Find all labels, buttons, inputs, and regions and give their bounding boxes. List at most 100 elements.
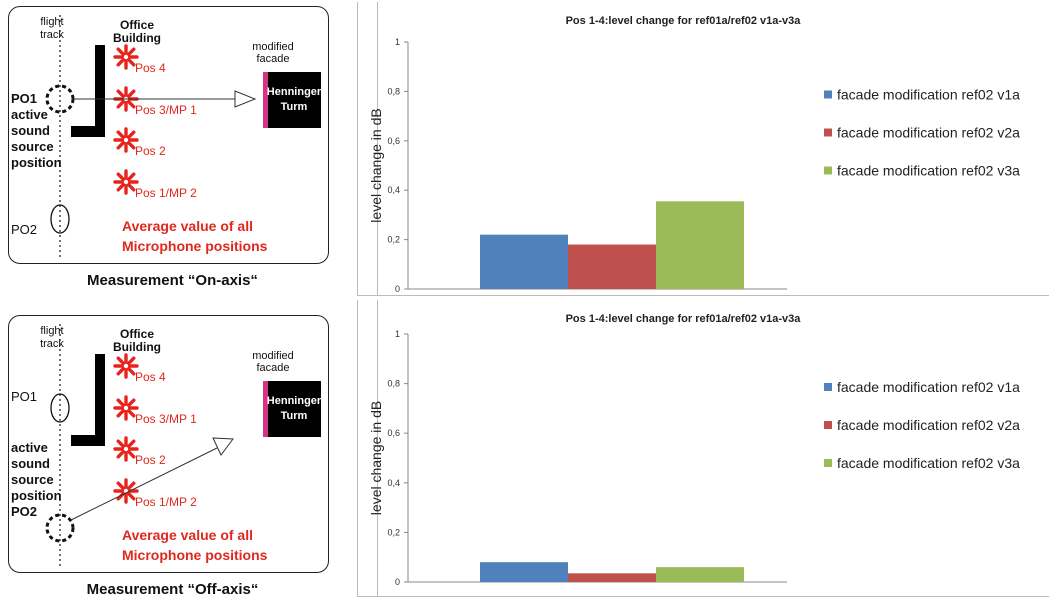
- average-value-label: Average value of all: [122, 527, 253, 543]
- modified-facade-label: facade: [256, 53, 289, 65]
- chart-off-axis: Pos 1-4:level change for ref01a/ref02 v1…: [357, 300, 1049, 597]
- microphone-icon: [113, 395, 139, 421]
- legend-label-1: facade modification ref02 v1a: [837, 379, 1020, 395]
- legend-swatch-1: [824, 383, 832, 391]
- microphone-icon: [113, 436, 139, 462]
- y-tick-label: 0,8: [387, 86, 400, 96]
- y-tick-label: 0,4: [387, 478, 400, 488]
- microphone-position-label: Pos 1/MP 2: [135, 186, 197, 200]
- microphone-position-label: Pos 4: [135, 61, 166, 75]
- source-position-label: PO2: [11, 504, 37, 519]
- source-position-label: position: [11, 155, 62, 170]
- source-position-label: PO1: [11, 91, 37, 106]
- office-building-label: Building: [113, 31, 161, 45]
- legend-swatch-2: [824, 421, 832, 429]
- bar-2: [568, 244, 656, 289]
- sound-source-po1: [50, 393, 70, 423]
- on-axis-caption: Measurement “On-axis“: [87, 272, 258, 289]
- microphone-icon: [113, 169, 139, 195]
- bar-1: [480, 234, 568, 289]
- source-position-label: sound: [11, 456, 50, 471]
- modified-facade-label: modified: [252, 350, 294, 362]
- average-value-label: Microphone positions: [122, 547, 268, 563]
- office-building-base: [71, 126, 105, 137]
- modified-facade-strip: [263, 72, 268, 128]
- chart-title: Pos 1-4:level change for ref01a/ref02 v1…: [566, 15, 802, 27]
- average-value-label: Microphone positions: [122, 238, 268, 254]
- henninger-turm-label: Henninger: [267, 395, 322, 407]
- po2-label: PO2: [11, 222, 37, 237]
- on-axis-diagram: flight track Office Building Pos 4 Pos 3/MP 1…: [8, 6, 329, 264]
- y-tick-label: 0,2: [387, 235, 400, 245]
- y-tick-label: 0,2: [387, 527, 400, 537]
- microphone-icon: [113, 478, 139, 504]
- legend-swatch-3: [824, 166, 832, 175]
- microphone-position-label: Pos 3/MP 1: [135, 412, 197, 426]
- chart-off-axis-svg: Pos 1-4:level change for ref01a/ref02 v1…: [357, 300, 1049, 597]
- y-tick-label: 0: [395, 284, 400, 294]
- henninger-turm-building: [268, 72, 321, 128]
- legend-swatch-1: [824, 90, 832, 99]
- office-building-label: Office: [120, 18, 154, 32]
- off-axis-caption: Measurement “Off-axis“: [86, 581, 259, 598]
- bar-2: [568, 573, 656, 582]
- bar-3: [656, 567, 744, 582]
- modified-facade-label: modified: [252, 41, 294, 53]
- source-position-label: active: [11, 107, 48, 122]
- source-position-label: source: [11, 472, 54, 487]
- office-building-wall: [95, 354, 105, 446]
- henninger-turm-label: Turm: [281, 101, 308, 113]
- legend-swatch-2: [824, 128, 832, 137]
- y-tick-label: 0: [395, 577, 400, 587]
- microphone-icon: [113, 127, 139, 153]
- flight-track-label: track: [40, 29, 64, 41]
- y-axis-label: level change in dB: [368, 401, 384, 515]
- source-position-label: source: [11, 139, 54, 154]
- office-building-wall: [95, 45, 105, 137]
- y-tick-label: 1: [395, 329, 400, 339]
- office-building-label: Office: [120, 327, 154, 341]
- chart-title: Pos 1-4:level change for ref01a/ref02 v1…: [566, 313, 802, 325]
- microphone-position-label: Pos 2: [135, 144, 166, 158]
- legend-label-2: facade modification ref02 v2a: [837, 417, 1020, 433]
- microphone-icon: [113, 44, 139, 70]
- chart-on-axis: Pos 1-4:level change for ref01a/ref02 v1…: [357, 2, 1049, 296]
- arrow-head-icon: [212, 437, 234, 456]
- y-tick-label: 0,4: [387, 185, 400, 195]
- source-position-label: position: [11, 488, 62, 503]
- microphone-position-label: Pos 3/MP 1: [135, 103, 197, 117]
- microphone-icon: [113, 353, 139, 379]
- henninger-turm-building: [268, 381, 321, 437]
- henninger-turm-label: Henninger: [267, 86, 322, 98]
- y-tick-label: 0,6: [387, 428, 400, 438]
- sound-source-po2: [50, 204, 70, 234]
- y-axis-label: level change in dB: [368, 108, 384, 222]
- henninger-turm-label: Turm: [281, 410, 308, 422]
- y-tick-label: 0,6: [387, 136, 400, 146]
- microphone-position-label: Pos 4: [135, 370, 166, 384]
- sound-source-po1: [45, 84, 75, 114]
- microphone-position-label: Pos 1/MP 2: [135, 495, 197, 509]
- arrow-head-icon: [234, 90, 257, 108]
- po1-label: PO1: [11, 389, 37, 404]
- legend-label-2: facade modification ref02 v2a: [837, 125, 1020, 141]
- y-tick-label: 1: [395, 37, 400, 47]
- office-building-base: [71, 435, 105, 446]
- average-value-label: Average value of all: [122, 218, 253, 234]
- microphone-position-label: Pos 2: [135, 453, 166, 467]
- legend-label-3: facade modification ref02 v3a: [837, 163, 1020, 179]
- sound-source-po2: [45, 513, 75, 543]
- chart-on-axis-svg: Pos 1-4:level change for ref01a/ref02 v1…: [357, 2, 1049, 296]
- bar-1: [480, 562, 568, 582]
- source-position-label: active: [11, 440, 48, 455]
- flight-track-label: track: [40, 338, 64, 350]
- modified-facade-label: facade: [256, 362, 289, 374]
- source-position-label: sound: [11, 123, 50, 138]
- modified-facade-strip: [263, 381, 268, 437]
- y-tick-label: 0,8: [387, 379, 400, 389]
- legend-label-3: facade modification ref02 v3a: [837, 455, 1020, 471]
- flight-track-label: flight: [40, 325, 63, 337]
- bar-3: [656, 201, 744, 289]
- office-building-label: Building: [113, 340, 161, 354]
